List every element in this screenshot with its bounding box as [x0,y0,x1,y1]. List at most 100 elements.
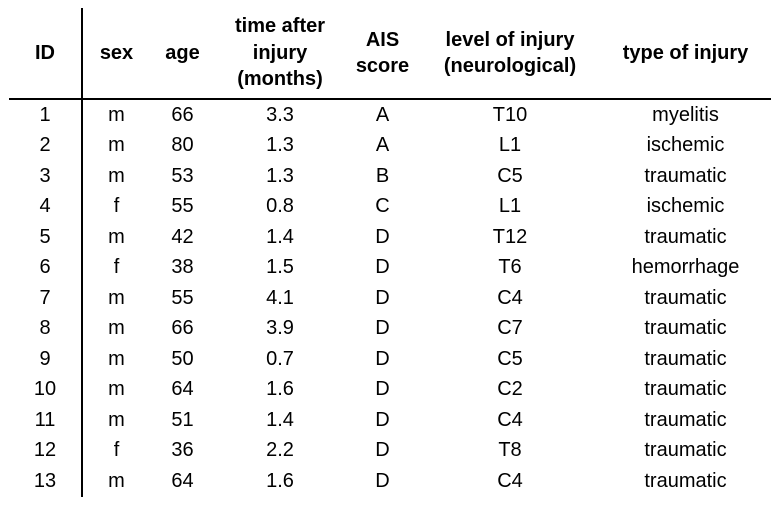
column-header-id: ID [9,8,83,100]
cell-type: hemorrhage [631,256,740,279]
cell-ais: C [375,195,390,218]
cell-time: 3.3 [266,103,294,126]
table-row: 13 m 64 1.6 D C4 traumatic [9,466,771,497]
cell-id: 9 [9,344,83,375]
cell-level: C4 [497,408,523,431]
column-header-level: level of injury (neurological) [420,8,600,100]
table-row: 7 m 55 4.1 D C4 traumatic [9,283,771,314]
cell-age: 53 [171,164,194,187]
cell-id: 13 [9,466,83,497]
cell-level: T6 [498,256,522,279]
cell-type: myelitis [652,103,719,126]
cell-time: 1.4 [266,225,294,248]
cell-level: T10 [492,103,528,126]
cell-type: ischemic [646,134,725,157]
cell-ais: B [375,164,390,187]
cell-type: traumatic [644,408,727,431]
cell-time: 1.5 [266,256,294,279]
cell-age: 36 [171,439,194,462]
cell-type: traumatic [644,286,727,309]
cell-ais: D [375,378,390,401]
cell-age: 55 [171,195,194,218]
cell-sex: f [113,195,120,218]
cell-time: 1.4 [266,408,294,431]
cell-sex: m [108,469,125,492]
cell-sex: m [108,164,125,187]
cell-sex: m [108,347,125,370]
cell-level: T12 [492,225,528,248]
cell-level: C2 [497,378,523,401]
table-row: 12 f 36 2.2 D T8 traumatic [9,435,771,466]
cell-sex: m [108,378,125,401]
table-row: 2 m 80 1.3 A L1 ischemic [9,130,771,161]
cell-ais: A [375,103,390,126]
cell-type: traumatic [644,469,727,492]
header-row: ID sex age time after injury (months) AI… [9,8,771,100]
cell-time: 0.8 [266,195,294,218]
cell-age: 42 [171,225,194,248]
cell-id: 7 [9,283,83,314]
cell-level: C5 [497,164,523,187]
table-row: 10 m 64 1.6 D C2 traumatic [9,374,771,405]
column-header-type: type of injury [600,8,771,100]
cell-id: 2 [9,130,83,161]
cell-time: 3.9 [266,317,294,340]
cell-sex: f [113,439,120,462]
cell-sex: f [113,256,120,279]
cell-id: 4 [9,191,83,222]
cell-type: traumatic [644,225,727,248]
cell-time: 0.7 [266,347,294,370]
cell-age: 64 [171,378,194,401]
cell-age: 51 [171,408,194,431]
cell-sex: m [108,225,125,248]
cell-id: 1 [9,99,83,131]
cell-age: 80 [171,134,194,157]
cell-id: 11 [9,405,83,436]
cell-time: 1.3 [266,164,294,187]
cell-sex: m [108,286,125,309]
table-row: 11 m 51 1.4 D C4 traumatic [9,405,771,436]
cell-type: traumatic [644,347,727,370]
cell-id: 8 [9,313,83,344]
cell-level: T8 [498,439,522,462]
table-header: ID sex age time after injury (months) AI… [9,8,771,100]
column-header-ais: AIS score [345,8,420,100]
cell-age: 50 [171,347,194,370]
cell-time: 1.6 [266,378,294,401]
cell-level: L1 [498,195,522,218]
table-row: 1 m 66 3.3 A T10 myelitis [9,99,771,131]
cell-age: 55 [171,286,194,309]
table-row: 9 m 50 0.7 D C5 traumatic [9,344,771,375]
cell-id: 12 [9,435,83,466]
cell-type: traumatic [644,164,727,187]
cell-ais: A [375,134,390,157]
cell-ais: D [375,347,390,370]
cell-time: 4.1 [266,286,294,309]
table-row: 8 m 66 3.9 D C7 traumatic [9,313,771,344]
cell-sex: m [108,134,125,157]
column-header-age: age [150,8,215,100]
cell-id: 5 [9,222,83,253]
cell-id: 3 [9,161,83,192]
cell-type: traumatic [644,378,727,401]
cell-ais: D [375,439,390,462]
cell-age: 66 [171,317,194,340]
cell-level: L1 [498,134,522,157]
cell-time: 2.2 [266,439,294,462]
cell-age: 66 [171,103,194,126]
cell-type: traumatic [644,317,727,340]
cell-level: C5 [497,347,523,370]
patient-data-table: ID sex age time after injury (months) AI… [9,8,771,497]
cell-id: 6 [9,252,83,283]
table-body: 1 m 66 3.3 A T10 myelitis 2 m 80 1.3 A L1 ischemic 3 m 5… [9,99,771,497]
cell-time: 1.6 [266,469,294,492]
cell-time: 1.3 [266,134,294,157]
cell-ais: D [375,256,390,279]
cell-level: C7 [497,317,523,340]
cell-age: 64 [171,469,194,492]
table-row: 3 m 53 1.3 B C5 traumatic [9,161,771,192]
cell-ais: D [375,469,390,492]
cell-sex: m [108,103,125,126]
table-row: 6 f 38 1.5 D T6 hemorrhage [9,252,771,283]
table-row: 5 m 42 1.4 D T12 traumatic [9,222,771,253]
